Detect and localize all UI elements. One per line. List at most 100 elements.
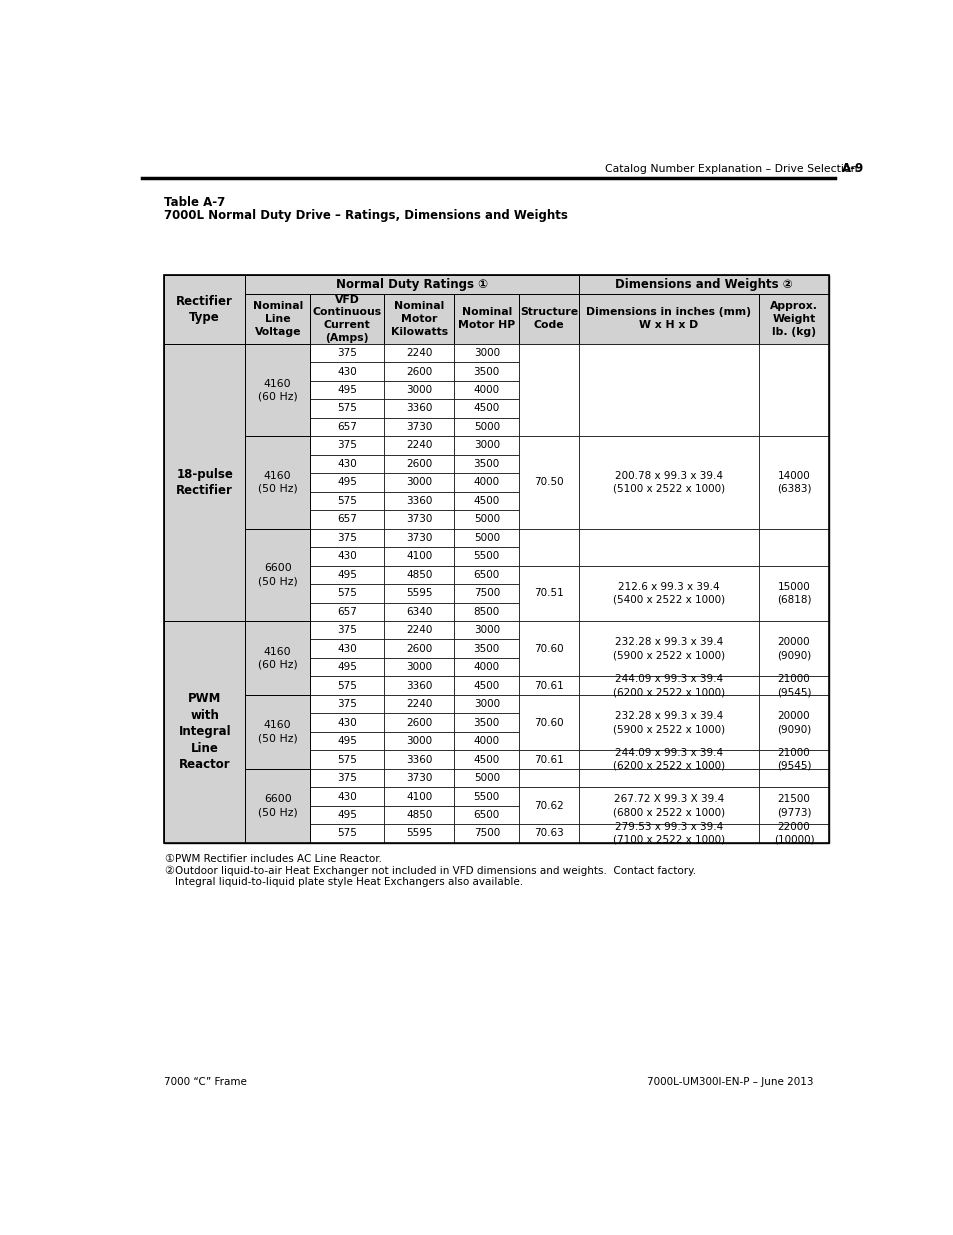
Text: 4160
(60 Hz): 4160 (60 Hz) — [257, 379, 297, 401]
Bar — [310, 529, 384, 547]
Text: 495: 495 — [336, 736, 356, 746]
Text: 232.28 x 99.3 x 39.4
(5900 x 2522 x 1000): 232.28 x 99.3 x 39.4 (5900 x 2522 x 1000… — [612, 637, 724, 659]
Text: 3000: 3000 — [406, 662, 432, 672]
Bar — [245, 294, 310, 343]
Bar — [454, 640, 518, 658]
Text: ②: ② — [164, 866, 174, 876]
Text: 15000
(6818): 15000 (6818) — [776, 582, 810, 605]
Text: 21500
(9773): 21500 (9773) — [776, 794, 810, 818]
Bar — [310, 603, 384, 621]
Text: Nominal
Line
Voltage: Nominal Line Voltage — [253, 301, 302, 337]
Bar — [454, 362, 518, 380]
Text: Rectifier
Type: Rectifier Type — [176, 295, 233, 325]
Bar — [454, 732, 518, 751]
Bar — [310, 566, 384, 584]
Bar — [454, 695, 518, 714]
Bar — [578, 824, 758, 842]
Bar — [758, 529, 828, 566]
Bar — [245, 529, 310, 621]
Bar — [518, 566, 578, 621]
Bar — [578, 769, 758, 787]
Text: 70.61: 70.61 — [534, 755, 563, 764]
Bar — [310, 399, 384, 417]
Bar — [454, 454, 518, 473]
Bar — [384, 362, 454, 380]
Text: 2600: 2600 — [406, 459, 432, 469]
Bar — [384, 492, 454, 510]
Text: 575: 575 — [336, 404, 356, 414]
Bar — [384, 473, 454, 492]
Text: Approx.
Weight
lb. (kg): Approx. Weight lb. (kg) — [769, 301, 817, 337]
Bar — [310, 343, 384, 362]
Text: 657: 657 — [336, 422, 356, 432]
Text: 70.60: 70.60 — [534, 718, 563, 727]
Text: 430: 430 — [336, 551, 356, 561]
Text: 3360: 3360 — [406, 755, 432, 764]
Text: 200.78 x 99.3 x 39.4
(5100 x 2522 x 1000): 200.78 x 99.3 x 39.4 (5100 x 2522 x 1000… — [612, 471, 724, 494]
Bar — [578, 436, 758, 529]
Text: 430: 430 — [336, 718, 356, 727]
Text: 7000 “C” Frame: 7000 “C” Frame — [164, 1077, 247, 1087]
Text: 4100: 4100 — [406, 792, 432, 802]
Text: 3500: 3500 — [473, 718, 499, 727]
Text: 375: 375 — [336, 699, 356, 709]
Bar — [518, 695, 578, 751]
Bar — [384, 417, 454, 436]
Bar — [518, 436, 578, 529]
Text: 495: 495 — [336, 478, 356, 488]
Bar — [164, 343, 245, 621]
Bar — [310, 824, 384, 842]
Bar — [518, 621, 578, 677]
Text: Dimensions and Weights ②: Dimensions and Weights ② — [615, 278, 792, 291]
Text: 3000: 3000 — [474, 441, 499, 451]
Text: 3000: 3000 — [406, 478, 432, 488]
Text: PWM Rectifier includes AC Line Reactor.: PWM Rectifier includes AC Line Reactor. — [174, 853, 381, 863]
Text: 5500: 5500 — [473, 551, 499, 561]
Text: 3730: 3730 — [406, 532, 432, 543]
Bar — [310, 454, 384, 473]
Text: 14000
(6383): 14000 (6383) — [776, 471, 810, 494]
Text: 3000: 3000 — [474, 625, 499, 635]
Text: 7500: 7500 — [473, 588, 499, 598]
Bar — [384, 640, 454, 658]
Text: 7500: 7500 — [473, 829, 499, 839]
Text: Integral liquid-to-liquid plate style Heat Exchangers also available.: Integral liquid-to-liquid plate style He… — [174, 877, 522, 887]
Text: 4500: 4500 — [473, 496, 499, 506]
Text: 2600: 2600 — [406, 643, 432, 653]
Bar — [384, 714, 454, 732]
Text: 3360: 3360 — [406, 404, 432, 414]
Bar — [310, 584, 384, 603]
Bar — [384, 380, 454, 399]
Text: 3500: 3500 — [473, 643, 499, 653]
Bar — [454, 824, 518, 842]
Text: 495: 495 — [336, 385, 356, 395]
Bar — [384, 787, 454, 805]
Text: 575: 575 — [336, 588, 356, 598]
Text: 495: 495 — [336, 810, 356, 820]
Bar — [454, 621, 518, 640]
Bar — [384, 566, 454, 584]
Bar — [310, 417, 384, 436]
Text: Dimensions in inches (mm)
W x H x D: Dimensions in inches (mm) W x H x D — [586, 308, 750, 330]
Bar — [384, 294, 454, 343]
Text: 70.61: 70.61 — [534, 680, 563, 690]
Bar — [310, 787, 384, 805]
Text: 6600
(50 Hz): 6600 (50 Hz) — [257, 794, 297, 818]
Bar — [310, 714, 384, 732]
Text: 375: 375 — [336, 348, 356, 358]
Bar — [758, 343, 828, 436]
Bar — [384, 547, 454, 566]
Text: 375: 375 — [336, 532, 356, 543]
Text: 6500: 6500 — [473, 810, 499, 820]
Bar — [454, 603, 518, 621]
Text: 7000L-UM300I-EN-P – June 2013: 7000L-UM300I-EN-P – June 2013 — [646, 1077, 813, 1087]
Bar — [758, 566, 828, 621]
Bar — [518, 769, 578, 787]
Text: 5595: 5595 — [406, 588, 432, 598]
Bar — [578, 566, 758, 621]
Bar — [454, 436, 518, 454]
Text: 21000
(9545): 21000 (9545) — [776, 748, 810, 771]
Bar — [454, 584, 518, 603]
Bar — [310, 473, 384, 492]
Bar — [578, 621, 758, 677]
